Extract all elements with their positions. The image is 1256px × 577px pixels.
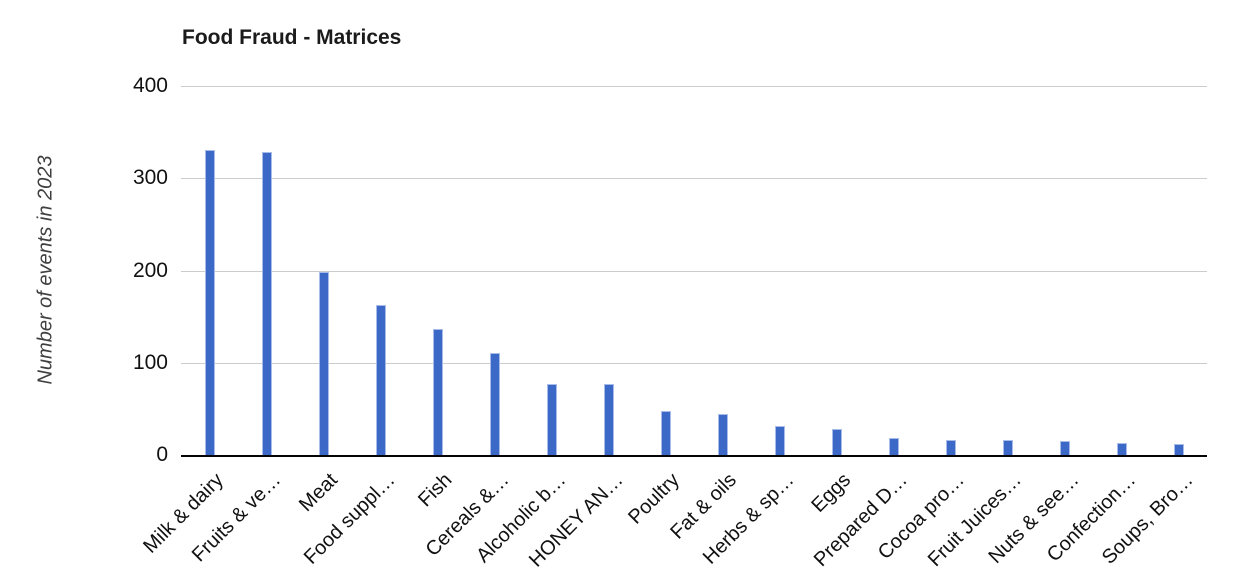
bar-cell-milk-dairy	[181, 86, 238, 455]
bar-herbs-sp	[774, 426, 785, 455]
bar-cell-fat-oils	[694, 86, 751, 455]
bar-cell-fruit-juices	[979, 86, 1036, 455]
chart-title: Food Fraud - Matrices	[182, 26, 402, 49]
bar-fruit-juices	[1002, 440, 1013, 455]
bar-cell-fish	[409, 86, 466, 455]
gridline-200	[181, 271, 1207, 272]
bar-cell-soups-bro	[1150, 86, 1207, 455]
bar-prepared-d	[888, 438, 899, 455]
x-label-cell-soups-bro: Soups, Bro…	[1097, 457, 1207, 577]
bar-cell-nuts-see	[1036, 86, 1093, 455]
bar-poultry	[660, 410, 671, 455]
y-tick-label-400: 400	[132, 74, 168, 97]
y-tick-label-0: 0	[156, 443, 168, 466]
x-axis-label-meat: Meat	[295, 469, 343, 517]
bar-honey-an	[603, 383, 614, 455]
y-tick-label-300: 300	[132, 166, 168, 189]
bar-cell-confection	[1093, 86, 1150, 455]
y-tick-label-200: 200	[132, 259, 168, 282]
bar-food-suppl	[375, 304, 386, 455]
bar-cell-alcoholic-b	[523, 86, 580, 455]
x-axis-label-fish: Fish	[413, 469, 457, 512]
gridline-400	[181, 86, 1207, 87]
bar-cell-fruits-ve	[238, 86, 295, 455]
bar-cell-meat	[295, 86, 352, 455]
bar-cocoa-pro	[945, 440, 956, 455]
bar-meat	[318, 272, 329, 455]
bar-cell-food-suppl	[352, 86, 409, 455]
x-axis-label-eggs: Eggs	[807, 469, 856, 517]
y-tick-label-100: 100	[132, 351, 168, 374]
gridline-300	[181, 178, 1207, 179]
bar-eggs	[831, 429, 842, 455]
plot-area	[181, 86, 1207, 457]
x-label-cell-herbs-sp: Herbs & sp…	[698, 457, 808, 577]
bar-nuts-see	[1059, 441, 1070, 455]
x-label-cell-food-suppl: Food suppl…	[299, 457, 409, 577]
bar-cereals	[489, 352, 500, 455]
bar-cell-prepared-d	[865, 86, 922, 455]
bar-confection	[1116, 442, 1127, 455]
x-axis-labels: Milk & dairy Fruits & ve… Meat Food suppl… F…	[139, 457, 1207, 577]
bar-milk-dairy	[204, 149, 215, 455]
x-label-cell-fruits-ve: Fruits & ve…	[188, 457, 295, 577]
bar-alcoholic-b	[546, 383, 557, 455]
bar-cell-eggs	[808, 86, 865, 455]
bar-cell-honey-an	[580, 86, 637, 455]
bar-series	[181, 86, 1207, 455]
bar-fat-oils	[717, 414, 728, 455]
bar-soups-bro	[1173, 443, 1184, 455]
bar-cell-cocoa-pro	[922, 86, 979, 455]
bar-fish	[432, 328, 443, 455]
bar-cell-poultry	[637, 86, 694, 455]
bar-cell-herbs-sp	[751, 86, 808, 455]
bar-cell-cereals	[466, 86, 523, 455]
gridline-100	[181, 363, 1207, 364]
bar-fruits-ve	[261, 152, 272, 455]
